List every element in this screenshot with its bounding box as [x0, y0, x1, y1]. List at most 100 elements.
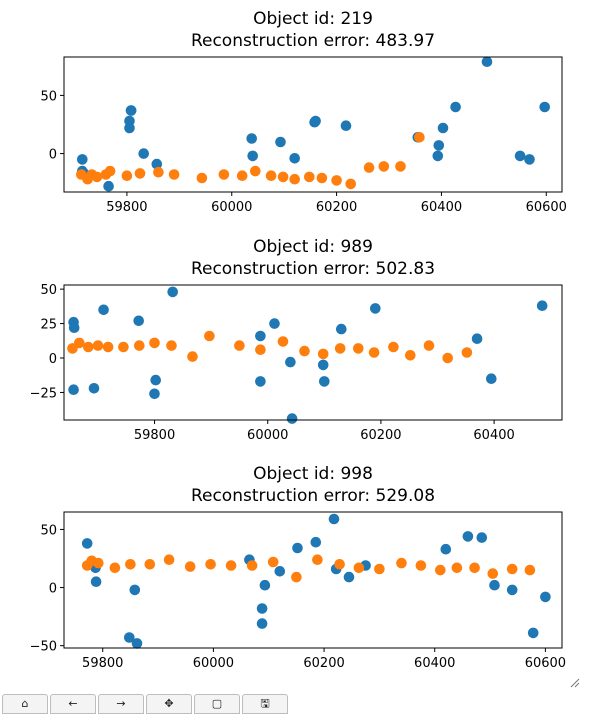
x-tick-label: 60200 [360, 428, 401, 443]
orange-point-17 [304, 171, 315, 183]
subplot-title-error: Reconstruction error: 483.97 [191, 31, 435, 51]
home-icon: ⌂ [21, 697, 29, 710]
back-button[interactable]: ← [50, 694, 96, 714]
orange-point-23 [395, 161, 406, 172]
orange-point-23 [506, 563, 518, 575]
orange-point-18 [316, 172, 328, 184]
orange-point-17 [396, 557, 407, 569]
blue-point-16 [336, 323, 347, 335]
zoom-icon: ▢ [211, 697, 223, 710]
blue-point-9 [255, 330, 266, 342]
blue-point-3 [103, 180, 114, 192]
orange-point-9 [225, 560, 237, 571]
orange-point-10 [246, 560, 258, 571]
orange-point-12 [255, 344, 266, 356]
orange-point-13 [277, 336, 289, 347]
forward-icon: → [116, 697, 126, 710]
y-tick-label: −25 [30, 386, 57, 401]
orange-point-21 [423, 340, 435, 351]
blue-point-4 [129, 584, 141, 596]
blue-point-4 [98, 304, 109, 316]
zoom-button[interactable]: ▢ [194, 694, 240, 714]
blue-point-11 [292, 542, 303, 554]
x-tick-label: 60000 [211, 200, 252, 215]
save-button[interactable]: 🖫 [242, 694, 288, 714]
blue-point-5 [124, 122, 135, 134]
orange-point-18 [415, 560, 427, 571]
orange-point-19 [388, 341, 399, 353]
blue-point-13 [328, 513, 340, 525]
x-tick-label: 60200 [316, 200, 357, 215]
resize-grip-icon[interactable] [568, 676, 580, 688]
orange-point-15 [353, 562, 365, 574]
orange-point-20 [405, 350, 416, 361]
y-tick-label: 50 [40, 89, 57, 104]
orange-point-5 [144, 559, 156, 570]
blue-point-25 [539, 101, 550, 113]
subplot-title-object-id: Object id: 219 [253, 9, 373, 29]
blue-point-18 [432, 150, 444, 162]
pan-icon: ✥ [164, 697, 174, 710]
orange-point-2 [93, 557, 104, 569]
orange-point-7 [149, 337, 160, 349]
axes-frame [63, 284, 563, 421]
orange-point-19 [435, 564, 446, 576]
orange-point-6 [121, 170, 133, 181]
toolbar: ⌂ ← → ✥ ▢ 🖫 [0, 694, 597, 714]
orange-point-9 [168, 169, 180, 180]
blue-point-21 [450, 101, 461, 113]
subplot-title-object-id: Object id: 998 [253, 464, 373, 484]
x-tick-label: 59800 [82, 656, 123, 671]
orange-point-14 [334, 559, 345, 570]
back-icon: ← [68, 697, 78, 710]
orange-point-19 [331, 175, 342, 186]
orange-point-21 [363, 162, 375, 173]
blue-point-23 [540, 591, 551, 603]
home-button[interactable]: ⌂ [2, 694, 48, 714]
orange-point-22 [442, 352, 454, 364]
blue-point-0 [68, 384, 79, 396]
blue-point-22 [481, 56, 493, 67]
blue-point-14 [317, 359, 329, 371]
orange-point-11 [218, 169, 230, 180]
orange-point-22 [487, 568, 499, 579]
y-tick-label: 25 [40, 318, 57, 333]
blue-point-0 [77, 154, 88, 165]
orange-point-8 [205, 559, 216, 570]
blue-point-23 [514, 150, 526, 162]
orange-point-16 [289, 173, 301, 185]
orange-point-4 [102, 341, 114, 353]
blue-point-19 [476, 532, 488, 543]
blue-point-9 [151, 158, 163, 170]
orange-point-17 [353, 343, 364, 354]
blue-point-10 [274, 566, 286, 577]
blue-point-18 [462, 531, 474, 542]
orange-point-10 [196, 172, 208, 184]
blue-point-22 [527, 627, 539, 639]
orange-point-10 [204, 330, 215, 342]
blue-point-24 [524, 154, 535, 165]
blue-point-8 [256, 618, 268, 629]
orange-point-15 [277, 171, 289, 183]
orange-point-20 [451, 562, 463, 574]
blue-point-20 [437, 122, 449, 134]
pan-button[interactable]: ✥ [146, 694, 192, 714]
blue-point-20 [536, 300, 548, 312]
blue-point-13 [289, 153, 301, 164]
y-tick-label: −50 [30, 640, 57, 655]
blue-point-18 [471, 333, 483, 345]
blue-point-12 [275, 136, 286, 148]
forward-button[interactable]: → [98, 694, 144, 714]
blue-point-0 [81, 538, 93, 549]
blue-point-5 [131, 638, 143, 649]
axes-frame [63, 56, 563, 193]
blue-point-15 [310, 115, 321, 127]
x-tick-label: 60200 [303, 656, 344, 671]
blue-point-8 [138, 148, 149, 159]
blue-point-15 [343, 571, 355, 583]
blue-point-2 [90, 576, 102, 587]
orange-point-4 [125, 559, 136, 570]
orange-point-18 [368, 347, 380, 358]
